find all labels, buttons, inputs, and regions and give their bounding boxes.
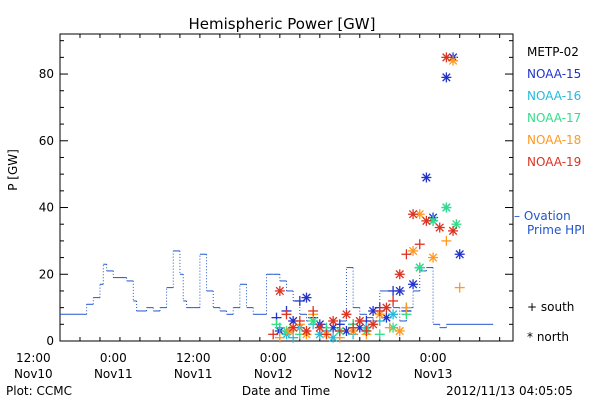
plot-frame — [59, 33, 514, 342]
data-point-noaa-19 — [314, 322, 325, 333]
legend-ovation-line1: – Ovation — [514, 209, 571, 223]
legend-item: NOAA-18 — [527, 133, 581, 147]
data-point-noaa-15 — [441, 72, 452, 83]
x-tick-label-time: 12:00 — [336, 351, 371, 365]
y-tick-label: 40 — [39, 201, 54, 215]
data-point-noaa-18 — [384, 322, 395, 333]
legend-item: METP-02 — [527, 45, 579, 59]
data-point-noaa-18 — [428, 252, 439, 263]
data-point-noaa-18 — [454, 282, 465, 293]
x-tick-label-time: 0:00 — [260, 351, 287, 365]
x-tick-label-time: 0:00 — [100, 351, 127, 365]
data-point-noaa-16 — [388, 309, 399, 320]
legend-item: NOAA-16 — [527, 89, 581, 103]
data-point-noaa-19 — [334, 325, 345, 336]
data-point-noaa-19 — [394, 269, 405, 280]
x-tick-label-date: Nov12 — [254, 367, 293, 381]
y-tick-label: 0 — [46, 334, 54, 348]
y-tick-label: 20 — [39, 267, 54, 281]
data-point-noaa-19 — [354, 315, 365, 326]
data-point-noaa-19 — [448, 225, 459, 236]
data-point-noaa-19 — [281, 309, 292, 320]
data-point-noaa-19 — [274, 285, 285, 296]
data-point-noaa-15 — [408, 279, 419, 290]
data-point-noaa-17 — [271, 319, 282, 330]
data-point-noaa-19 — [381, 302, 392, 313]
data-point-noaa-19 — [421, 215, 432, 226]
legend-ovation-line2: Prime HPI — [527, 223, 585, 237]
data-point-noaa-19 — [441, 52, 452, 63]
x-tick-label-date: Nov11 — [94, 367, 133, 381]
x-tick-label-date: Nov12 — [334, 367, 373, 381]
x-tick-label-date: Nov10 — [14, 367, 53, 381]
data-point-noaa-15 — [301, 292, 312, 303]
x-tick-label-time: 12:00 — [16, 351, 51, 365]
legend-item: NOAA-19 — [527, 155, 581, 169]
y-axis-label: P [GW] — [6, 149, 20, 191]
legend-marker-item: + south — [527, 300, 574, 314]
data-point-noaa-18 — [274, 332, 285, 343]
data-point-noaa-15 — [421, 172, 432, 183]
data-point-noaa-19 — [268, 329, 279, 340]
x-tick-label-date: Nov11 — [174, 367, 213, 381]
data-point-noaa-19 — [308, 305, 319, 316]
data-point-noaa-19 — [361, 325, 372, 336]
data-point-noaa-19 — [368, 319, 379, 330]
data-point-noaa-19 — [328, 315, 339, 326]
data-point-noaa-17 — [414, 262, 425, 273]
data-point-noaa-17 — [441, 202, 452, 213]
legend: METP-02 NOAA-15 NOAA-16 NOAA-17 NOAA-18 NOAA-… — [514, 45, 585, 344]
data-point-noaa-18 — [441, 235, 452, 246]
data-point-noaa-19 — [388, 295, 399, 306]
legend-marker-item: * north — [527, 330, 569, 344]
plot-timestamp: 2012/11/13 04:05:05 — [446, 384, 573, 398]
data-point-noaa-18 — [401, 302, 412, 313]
x-tick-label-time: 12:00 — [176, 351, 211, 365]
data-point-noaa-17 — [374, 329, 385, 340]
data-point-noaa-15 — [454, 249, 465, 260]
plot-source-label: Plot: CCMC — [6, 384, 72, 398]
data-point-noaa-19 — [408, 209, 419, 220]
data-point-noaa-19 — [341, 309, 352, 320]
x-tick-label-date: Nov13 — [414, 367, 453, 381]
data-point-noaa-19 — [348, 322, 359, 333]
chart-title: Hemispheric Power [GW] — [189, 15, 376, 33]
data-point-noaa-19 — [321, 329, 332, 340]
x-tick-label-time: 0:00 — [420, 351, 447, 365]
legend-item: NOAA-17 — [527, 111, 581, 125]
x-axis-label: Date and Time — [242, 384, 330, 398]
plot-area: 0 20 40 60 80 12:00 Nov10 0:00 Nov11 12:00 Nov11 0:… — [14, 33, 514, 381]
data-point-noaa-19 — [301, 325, 312, 336]
data-point-noaa-19 — [414, 239, 425, 250]
data-point-noaa-18 — [394, 325, 405, 336]
y-tick-label: 80 — [39, 67, 54, 81]
y-tick-label: 60 — [39, 134, 54, 148]
data-point-noaa-15 — [394, 285, 405, 296]
data-point-noaa-19 — [434, 222, 445, 233]
legend-item: NOAA-15 — [527, 67, 581, 81]
data-point-noaa-19 — [401, 249, 412, 260]
data-point-noaa-19 — [294, 315, 305, 326]
data-point-noaa-19 — [288, 322, 299, 333]
data-point-noaa-18 — [408, 245, 419, 256]
